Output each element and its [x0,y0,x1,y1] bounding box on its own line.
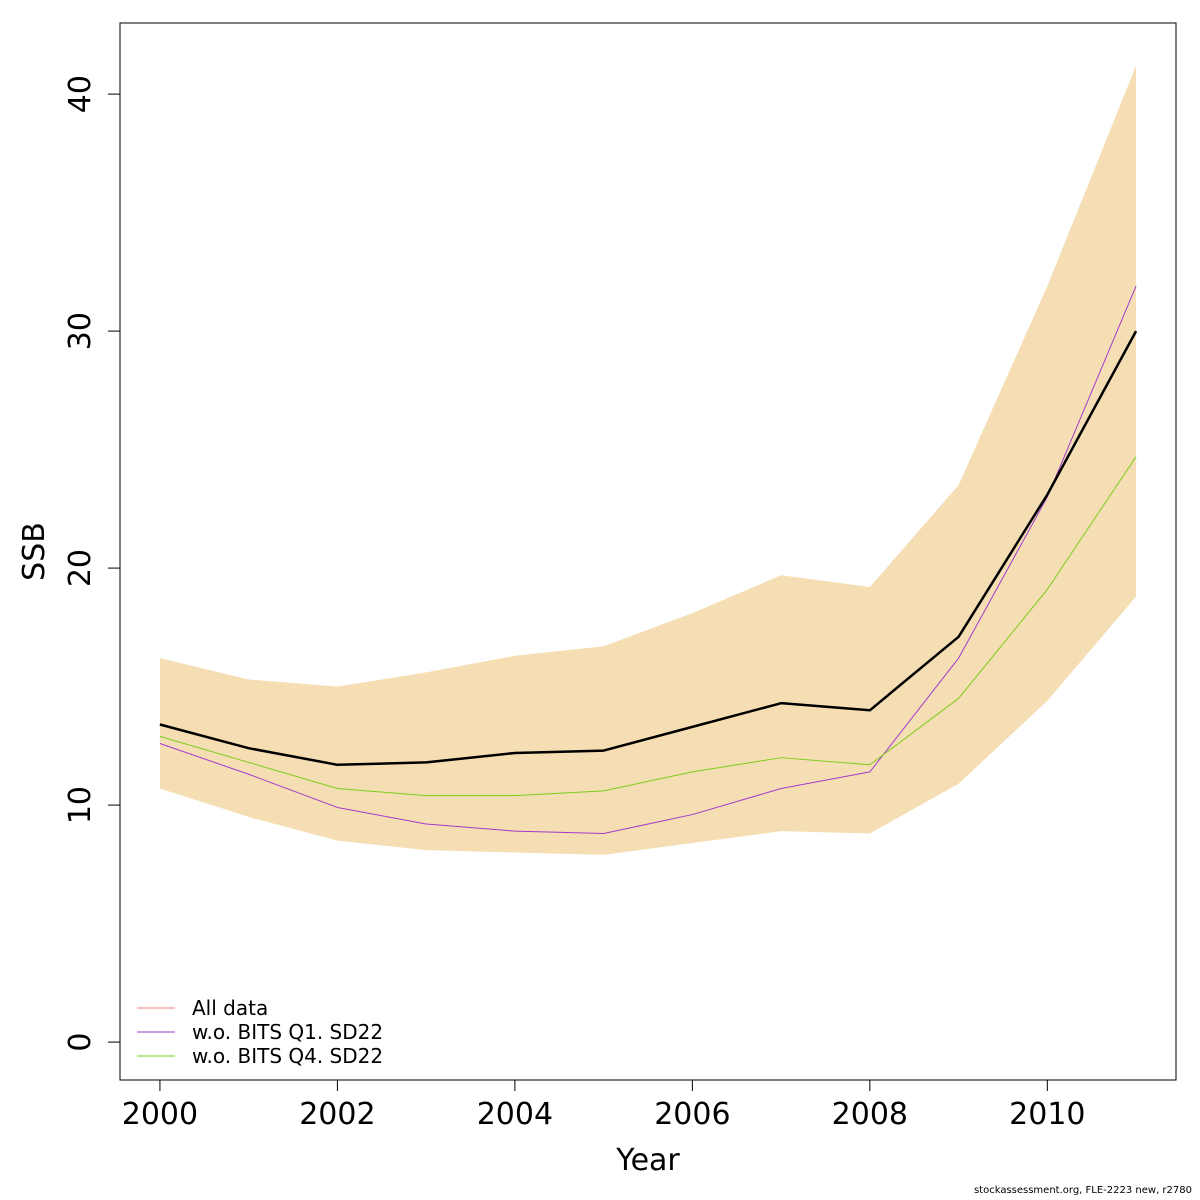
series-layer [159,285,1138,835]
legend-label: w.o. BITS Q1. SD22 [192,1020,383,1044]
footer-credit: stockassessment.org, FLE-2223 new, r2780 [973,1185,1192,1196]
x-tick-label: 2008 [832,1097,908,1132]
y-tick-label: 10 [63,786,98,824]
y-axis-title: SSB [17,522,52,581]
confidence-band-layer [159,65,1137,855]
series-line-w-o-bits-q4-sd22 [159,456,1137,797]
x-tick-label: 2006 [654,1097,730,1132]
confidence-band [159,65,1137,855]
legend-label: w.o. BITS Q4. SD22 [192,1044,383,1068]
x-tick-label: 2010 [1009,1097,1085,1132]
y-tick-label: 20 [63,549,98,587]
x-tick-label: 2002 [299,1097,375,1132]
series-line-w-o-bits-q1-sd22 [159,285,1137,835]
y-axis: 0 10 20 30 40 [63,75,121,1052]
x-axis-title: Year [615,1143,680,1178]
legend-label: All data [192,996,268,1020]
y-tick-label: 0 [63,1033,98,1052]
y-tick-label: 30 [63,312,98,350]
x-tick-label: 2004 [477,1097,553,1132]
x-tick-label: 2000 [122,1097,198,1132]
y-tick-label: 40 [63,75,98,113]
series-line-estimate [159,330,1138,767]
x-axis: 2000 2002 2004 2006 2008 2010 [122,1079,1086,1132]
